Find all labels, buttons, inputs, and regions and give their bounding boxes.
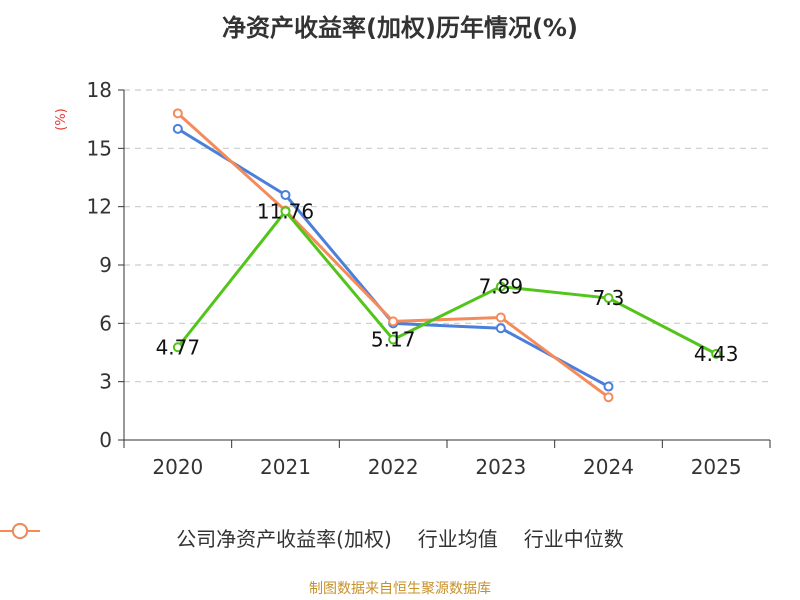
data-label-2025: 4.43 [694, 342, 739, 366]
y-tick-label: 18 [87, 78, 112, 102]
series-1-point-2020 [172, 123, 183, 134]
data-source-note: 制图数据来自恒生聚源数据库 [309, 581, 491, 597]
legend-item-industry-mean[interactable]: 行业均值 [0, 523, 498, 552]
legend-item-company-roe[interactable]: 公司净资产收益率(加权) [0, 523, 392, 552]
legend-label-industry-median: 行业中位数 [523, 526, 624, 551]
series-0-point-2022 [388, 334, 399, 345]
y-tick-label: 3 [99, 370, 112, 394]
series-lines [172, 108, 722, 403]
data-label-2023: 7.89 [479, 275, 524, 299]
series-2-point-2023 [495, 312, 506, 323]
series-0-point-2020 [172, 342, 183, 353]
data-label-2020: 4.77 [156, 335, 201, 359]
x-tick-label-2024: 2024 [583, 455, 634, 479]
series-2-point-2024 [603, 392, 614, 403]
y-tick-label: 9 [99, 253, 112, 277]
y-tick-label: 0 [99, 428, 112, 452]
legend-label-company-roe: 公司净资产收益率(加权) [176, 526, 392, 551]
data-labels: 4.77 11.76 5.17 7.89 7.3 4.43 [156, 199, 739, 366]
legend-item-industry-median[interactable]: 行业中位数 [0, 523, 624, 552]
series-line-0 [176, 209, 717, 356]
series-0-point-2023 [495, 281, 506, 292]
chart-title: 净资产收益率(加权)历年情况(%) [222, 14, 578, 42]
series-2-point-2020 [172, 108, 183, 119]
x-tick-label-2023: 2023 [475, 455, 526, 479]
series-line-2 [176, 112, 610, 399]
data-label-2024: 7.3 [593, 286, 625, 310]
axes: 0 3 6 9 12 15 18 2020 2021 2022 2023 2024 2025 [87, 78, 771, 479]
series-0-point-2021 [280, 206, 291, 217]
legend-marker-industry-median [0, 523, 40, 539]
x-tick-label-2020: 2020 [152, 455, 203, 479]
series-0-point-2025 [711, 348, 722, 359]
data-label-2021: 11.76 [257, 199, 314, 223]
legend-label-industry-mean: 行业均值 [417, 526, 498, 551]
line-chart: 0 3 6 9 12 15 18 2020 2021 2022 2023 2024 2025 4.77 1… [87, 78, 771, 479]
x-tick-label-2022: 2022 [368, 455, 419, 479]
y-tick-label: 12 [87, 195, 112, 219]
x-tick-label-2021: 2021 [260, 455, 311, 479]
series-1-point-2023 [495, 323, 506, 334]
legend: 公司净资产收益率(加权) 行业均值 行业中位数 [0, 521, 800, 553]
x-tick-label-2025: 2025 [691, 455, 742, 479]
series-2-point-2022 [388, 316, 399, 327]
y-tick-label: 15 [87, 136, 112, 160]
series-0-point-2024 [603, 293, 614, 304]
data-label-2022: 5.17 [371, 327, 416, 351]
grid-lines [124, 89, 770, 383]
series-1-point-2024 [603, 381, 614, 392]
series-1-point-2021 [280, 190, 291, 200]
y-tick-label: 6 [99, 311, 112, 335]
